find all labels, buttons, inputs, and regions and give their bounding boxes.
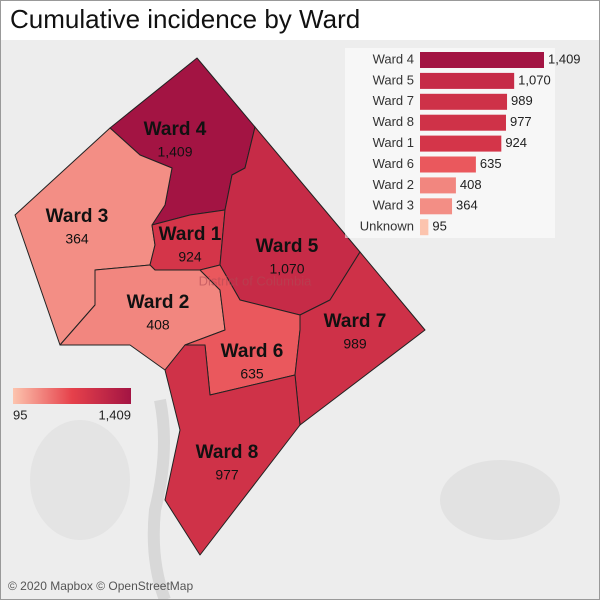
title: Cumulative incidence by Ward — [10, 4, 360, 34]
basemap-river — [147, 398, 171, 600]
title-bar — [0, 0, 600, 40]
bar-label: Ward 7 — [373, 93, 414, 108]
ward-name: Ward 2 — [127, 292, 190, 313]
ward-value: 364 — [65, 231, 89, 247]
legend-max: 1,409 — [98, 407, 131, 422]
bar — [420, 72, 515, 89]
bar — [420, 52, 544, 68]
ward-value: 635 — [240, 366, 264, 382]
ward-value: 989 — [343, 336, 367, 352]
ward-region — [164, 344, 301, 556]
ward-region — [294, 251, 426, 426]
bar-value-label: 635 — [480, 156, 502, 171]
ward-value: 1,070 — [269, 261, 304, 277]
bar-value-label: 364 — [456, 198, 478, 213]
ward-name: Ward 7 — [324, 311, 387, 332]
bar-value-label: 977 — [510, 114, 532, 129]
bar-value-label: 1,409 — [548, 51, 581, 66]
bar — [420, 219, 429, 236]
bar-label: Ward 4 — [373, 51, 414, 66]
ward-name: Ward 5 — [256, 236, 319, 257]
bar-value-label: 408 — [460, 177, 482, 192]
basemap-label: District of Columbia — [199, 273, 312, 288]
bar-label: Ward 1 — [373, 135, 414, 150]
ward-value: 977 — [215, 467, 239, 483]
bar-label: Unknown — [360, 219, 414, 234]
bar — [420, 93, 508, 110]
legend-gradient — [13, 388, 131, 404]
bar-label: Ward 5 — [373, 72, 414, 87]
ward-value: 1,409 — [157, 144, 192, 160]
bar — [420, 177, 456, 194]
wards — [14, 57, 426, 556]
bar-value-label: 924 — [505, 135, 527, 150]
ward-name: Ward 1 — [159, 224, 222, 245]
bar-label: Ward 6 — [373, 156, 414, 171]
basemap-park — [30, 420, 130, 540]
bar — [420, 198, 453, 215]
bar — [420, 156, 476, 173]
ward-name: Ward 8 — [196, 442, 259, 463]
bar-label: Ward 3 — [373, 198, 414, 213]
ward-name: Ward 4 — [144, 119, 207, 140]
ward-name: Ward 6 — [221, 341, 284, 362]
ward-value: 924 — [178, 249, 202, 265]
ward-name: Ward 3 — [46, 206, 109, 227]
bar-value-label: 1,070 — [518, 72, 551, 87]
bar-label: Ward 2 — [373, 177, 414, 192]
bar-value-label: 989 — [511, 93, 533, 108]
basemap-park — [440, 460, 560, 540]
legend-min: 95 — [13, 407, 27, 422]
bar — [420, 114, 506, 131]
bar-label: Ward 8 — [373, 114, 414, 129]
bar-value-label: 95 — [432, 219, 446, 234]
attribution: © 2020 Mapbox © OpenStreetMap — [8, 579, 193, 593]
ward-value: 408 — [146, 317, 170, 333]
bar — [420, 135, 502, 152]
